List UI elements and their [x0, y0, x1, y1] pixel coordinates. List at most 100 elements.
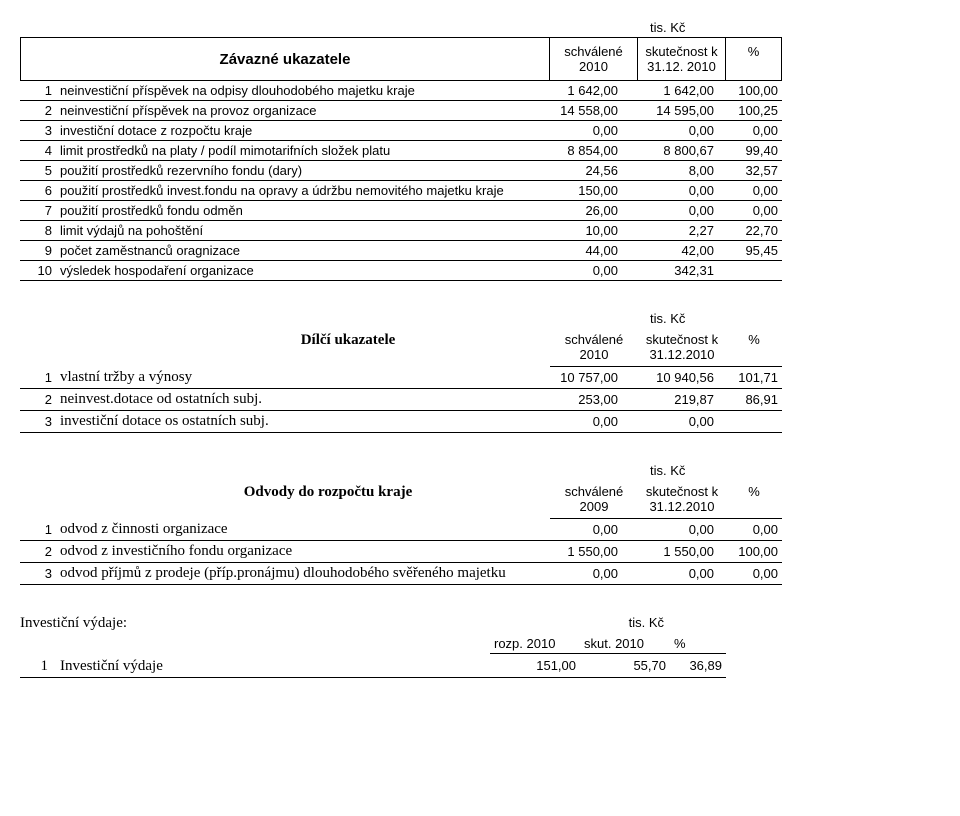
- row-pct: 100,00: [718, 81, 782, 101]
- row-v2: 0,00: [622, 121, 718, 141]
- row-v2: 42,00: [622, 241, 718, 261]
- table1-block: tis. Kč Závazné ukazatele schválené 2010…: [20, 20, 940, 281]
- row-v2: 342,31: [622, 261, 718, 281]
- row-desc: vlastní tržby a výnosy: [56, 367, 526, 389]
- table-row: 1vlastní tržby a výnosy10 757,0010 940,5…: [20, 367, 782, 389]
- t1-h2: skutečnost k 31.12. 2010: [638, 37, 726, 81]
- table3-title: Odvody do rozpočtu kraje: [20, 480, 550, 519]
- unit-label-2: tis. Kč: [650, 311, 940, 326]
- row-desc: 1Investiční výdaje: [20, 656, 490, 678]
- t4-h3: %: [670, 634, 726, 654]
- row-number: 5: [20, 161, 56, 181]
- row-v1: 44,00: [526, 241, 622, 261]
- row-v2: 1 642,00: [622, 81, 718, 101]
- row-v2: 10 940,56: [622, 367, 718, 389]
- row-v1: 253,00: [526, 389, 622, 411]
- row-v1: 0,00: [526, 261, 622, 281]
- row-desc: použití prostředků invest.fondu na oprav…: [56, 181, 526, 201]
- unit-label-4: tis. Kč: [629, 615, 664, 632]
- row-number: 2: [20, 101, 56, 121]
- table-row: 1odvod z činnosti organizace0,000,000,00: [20, 519, 782, 541]
- row-v1: 1 550,00: [526, 541, 622, 563]
- row-v1: 8 854,00: [526, 141, 622, 161]
- table2-block: tis. Kč Dílčí ukazatele schválené 2010 s…: [20, 311, 940, 433]
- row-pct: 0,00: [718, 563, 782, 585]
- row-number: 3: [20, 411, 56, 433]
- row-v2: 55,70: [580, 656, 670, 678]
- table3-header: Odvody do rozpočtu kraje schválené 2009 …: [20, 480, 940, 519]
- row-number: 8: [20, 221, 56, 241]
- row-v1: 0,00: [526, 121, 622, 141]
- table-row: 8limit výdajů na pohoštění10,002,2722,70: [20, 221, 782, 241]
- row-pct: 99,40: [718, 141, 782, 161]
- row-v2: 2,27: [622, 221, 718, 241]
- table-row: 9počet zaměstnanců oragnizace44,0042,009…: [20, 241, 782, 261]
- row-number: 1: [20, 519, 56, 541]
- t1-h1: schválené 2010: [550, 37, 638, 81]
- row-desc: limit výdajů na pohoštění: [56, 221, 526, 241]
- table2-title: Dílčí ukazatele: [20, 328, 550, 367]
- row-number: 1: [20, 367, 56, 389]
- row-number: 1: [20, 81, 56, 101]
- table1-header: Závazné ukazatele schválené 2010 skutečn…: [20, 37, 940, 81]
- table-row: 6použití prostředků invest.fondu na opra…: [20, 181, 782, 201]
- row-v2: 0,00: [622, 563, 718, 585]
- row-v1: 150,00: [526, 181, 622, 201]
- table-row: 10výsledek hospodaření organizace0,00342…: [20, 261, 782, 281]
- row-desc: investiční dotace z rozpočtu kraje: [56, 121, 526, 141]
- table-row: 4limit prostředků na platy / podíl mimot…: [20, 141, 782, 161]
- table-row: 2odvod z investičního fondu organizace1 …: [20, 541, 782, 563]
- table-row: 2neinvestiční příspěvek na provoz organi…: [20, 101, 782, 121]
- row-v2: 219,87: [622, 389, 718, 411]
- row-v1: 1 642,00: [526, 81, 622, 101]
- table-row: 1neinvestiční příspěvek na odpisy dlouho…: [20, 81, 782, 101]
- row-v1: 0,00: [526, 519, 622, 541]
- row-v1: 24,56: [526, 161, 622, 181]
- row-pct: 32,57: [718, 161, 782, 181]
- row-v1: 26,00: [526, 201, 622, 221]
- row-number: 7: [20, 201, 56, 221]
- row-v2: 8 800,67: [622, 141, 718, 161]
- row-v1: 14 558,00: [526, 101, 622, 121]
- table-row: 3investiční dotace z rozpočtu kraje0,000…: [20, 121, 782, 141]
- unit-label-3: tis. Kč: [650, 463, 940, 478]
- table2-header: Dílčí ukazatele schválené 2010 skutečnos…: [20, 328, 940, 367]
- row-pct: 22,70: [718, 221, 782, 241]
- row-v1: 10,00: [526, 221, 622, 241]
- row-v1: 0,00: [526, 563, 622, 585]
- row-v2: 0,00: [622, 201, 718, 221]
- row-number: 2: [20, 389, 56, 411]
- row-pct: 100,25: [718, 101, 782, 121]
- row-desc: neinvestiční příspěvek na provoz organiz…: [56, 101, 526, 121]
- row-v2: 0,00: [622, 411, 718, 433]
- row-pct: [718, 411, 782, 433]
- t3-h3: %: [726, 480, 782, 519]
- t3-h1: schválené 2009: [550, 480, 638, 519]
- table-row: 3odvod příjmů z prodeje (příp.pronájmu) …: [20, 563, 782, 585]
- row-pct: [718, 261, 782, 281]
- table-row: 5použití prostředků rezervního fondu (da…: [20, 161, 782, 181]
- t2-h1: schválené 2010: [550, 328, 638, 367]
- row-v1: 10 757,00: [526, 367, 622, 389]
- t4-h1: rozp. 2010: [490, 634, 580, 654]
- table1-title: Závazné ukazatele: [20, 37, 550, 81]
- table-row: 2neinvest.dotace od ostatních subj.253,0…: [20, 389, 782, 411]
- row-pct: 86,91: [718, 389, 782, 411]
- row-v1: 0,00: [526, 411, 622, 433]
- row-number: 6: [20, 181, 56, 201]
- row-desc: odvod z investičního fondu organizace: [56, 541, 526, 563]
- row-pct: 100,00: [718, 541, 782, 563]
- row-pct: 0,00: [718, 201, 782, 221]
- row-pct: 0,00: [718, 181, 782, 201]
- row-pct: 0,00: [718, 121, 782, 141]
- row-desc: limit prostředků na platy / podíl mimota…: [56, 141, 526, 161]
- row-desc: použití prostředků rezervního fondu (dar…: [56, 161, 526, 181]
- table3-block: tis. Kč Odvody do rozpočtu kraje schvále…: [20, 463, 940, 585]
- row-v2: 1 550,00: [622, 541, 718, 563]
- t3-h2: skutečnost k 31.12.2010: [638, 480, 726, 519]
- row-v2: 8,00: [622, 161, 718, 181]
- table-row: 3investiční dotace os ostatních subj.0,0…: [20, 411, 782, 433]
- table-row: 7použití prostředků fondu odměn26,000,00…: [20, 201, 782, 221]
- row-desc: odvod z činnosti organizace: [56, 519, 526, 541]
- row-v2: 0,00: [622, 519, 718, 541]
